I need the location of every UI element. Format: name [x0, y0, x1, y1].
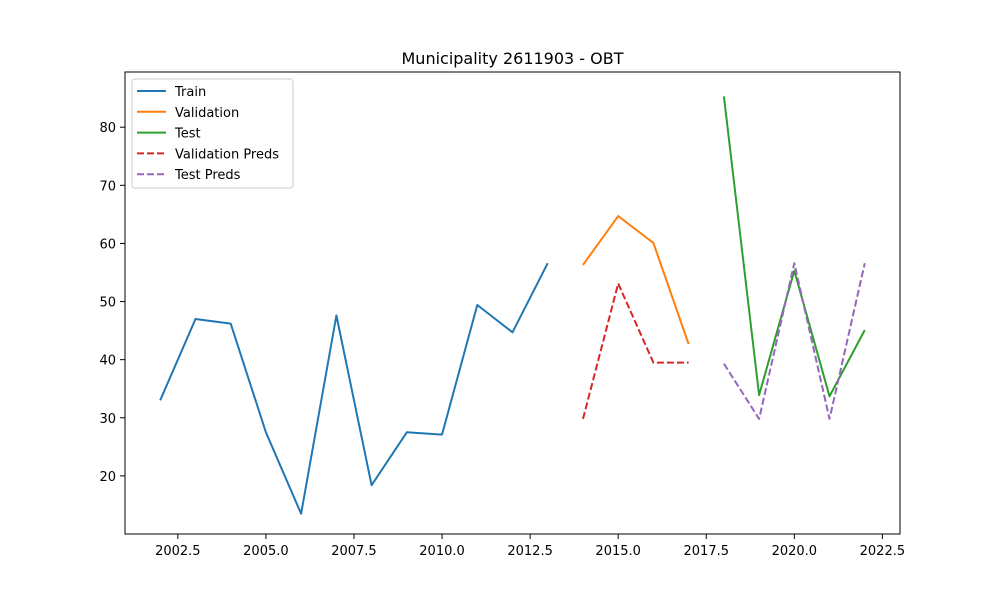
y-tick-label: 60 — [99, 237, 116, 252]
x-tick-label: 2015.0 — [595, 544, 641, 559]
y-tick-label: 30 — [99, 412, 116, 427]
x-tick-label: 2005.0 — [243, 544, 289, 559]
y-tick-label: 20 — [99, 470, 116, 485]
axes: 2002.5 2005.0 2007.5 2010.0 2012.5 2015.0 2017… — [99, 71, 906, 559]
y-tick-label: 70 — [99, 179, 116, 194]
x-tick-label: 2022.5 — [860, 544, 906, 559]
series-line-4 — [723, 262, 866, 420]
series-line-3 — [582, 282, 689, 420]
x-tick-label: 2017.5 — [684, 544, 730, 559]
legend-label-1: Validation — [175, 106, 239, 121]
legend-label-3: Validation Preds — [175, 147, 279, 162]
series-line-0 — [159, 262, 549, 515]
axes-frame — [124, 71, 901, 535]
x-tick-label: 2020.0 — [772, 544, 818, 559]
series-line-2 — [722, 96, 866, 398]
legend-label-0: Train — [174, 85, 206, 100]
plot-area — [159, 96, 866, 515]
legend: Train Validation Test Validation Preds Test … — [131, 78, 294, 189]
legend-label-4: Test Preds — [174, 168, 241, 183]
series-line-1 — [582, 215, 690, 345]
x-tick-label: 2002.5 — [155, 544, 201, 559]
x-tick-label: 2007.5 — [331, 544, 377, 559]
x-tick-label: 2012.5 — [507, 544, 553, 559]
y-tick-label: 40 — [99, 354, 116, 369]
chart-title: Municipality 2611903 - OBT — [402, 49, 624, 68]
x-tick-label: 2010.0 — [419, 544, 465, 559]
legend-label-2: Test — [174, 127, 201, 142]
legend-box — [131, 78, 294, 189]
y-tick-label: 80 — [99, 121, 116, 136]
y-tick-label: 50 — [99, 296, 116, 311]
